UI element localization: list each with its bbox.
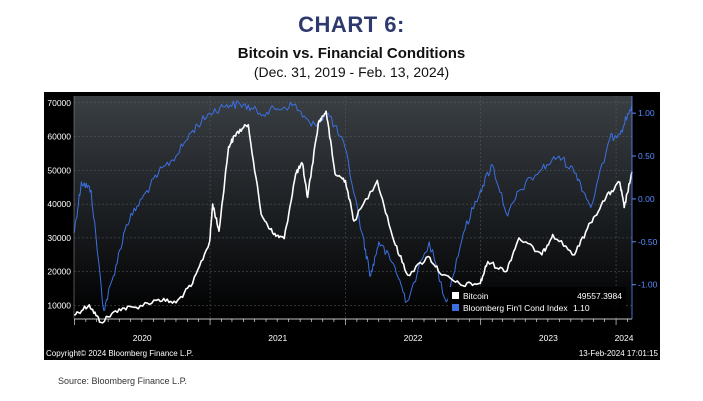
copyright-text: Copyright© 2024 Bloomberg Finance L.P. xyxy=(46,349,193,358)
series-line-bitcoin xyxy=(73,110,633,324)
x-tick-label-2023: 2023 xyxy=(539,333,558,343)
legend-box xyxy=(448,287,626,317)
bloomberg-chart-panel: 70000 60000 50000 40000 30000 20000 10000 1.00 0… xyxy=(44,92,660,360)
y-left-tick-label-6: 10000 xyxy=(47,300,71,310)
y-left-tick-label-1: 60000 xyxy=(47,132,71,142)
y-right-tick-label-3: -0.50 xyxy=(638,237,658,247)
legend-swatch-bitcoin xyxy=(452,292,459,299)
x-tick-label-2021: 2021 xyxy=(268,333,287,343)
y-left-tick-label-3: 40000 xyxy=(47,199,71,209)
legend: Bitcoin 49557.3984 Bloomberg Fin'l Cond … xyxy=(448,287,626,317)
legend-value-fci: 1.10 xyxy=(573,303,590,313)
axes: 70000 60000 50000 40000 30000 20000 10000 1.00 0… xyxy=(47,96,658,343)
y-left-tick-label-5: 20000 xyxy=(47,267,71,277)
series-line-fci xyxy=(73,100,633,311)
chart-subtitle: (Dec. 31, 2019 - Feb. 13, 2024) xyxy=(253,64,450,80)
grid xyxy=(74,96,632,319)
legend-label-fci: Bloomberg Fin'l Cond Index xyxy=(463,303,568,313)
chart-label: CHART 6: xyxy=(298,12,405,37)
legend-label-bitcoin: Bitcoin xyxy=(463,291,489,301)
source-note: Source: Bloomberg Finance L.P. xyxy=(58,376,187,386)
x-tick-label-2020: 2020 xyxy=(133,333,152,343)
legend-value-bitcoin: 49557.3984 xyxy=(577,291,622,301)
plot-area xyxy=(74,96,632,319)
chart-title: Bitcoin vs. Financial Conditions xyxy=(237,45,466,62)
legend-swatch-fci xyxy=(452,304,459,311)
fci-series-layer xyxy=(73,100,633,311)
y-left-tick-label-2: 50000 xyxy=(47,165,71,175)
x-tick-label-2024: 2024 xyxy=(615,333,634,343)
timestamp-text: 13-Feb-2024 17:01:15 xyxy=(579,349,659,358)
y-right-tick-label-0: 1.00 xyxy=(638,108,655,118)
bitcoin-series-layer xyxy=(73,110,633,324)
y-right-tick-label-1: 0.50 xyxy=(638,151,655,161)
y-right-tick-label-4: -1.00 xyxy=(638,280,658,290)
y-left-tick-label-0: 70000 xyxy=(47,98,71,108)
x-tick-label-2022: 2022 xyxy=(404,333,423,343)
y-right-tick-label-2: 0.00 xyxy=(638,194,655,204)
chart-canvas: 70000 60000 50000 40000 30000 20000 10000 1.00 0… xyxy=(44,92,660,360)
y-left-tick-label-4: 30000 xyxy=(47,233,71,243)
